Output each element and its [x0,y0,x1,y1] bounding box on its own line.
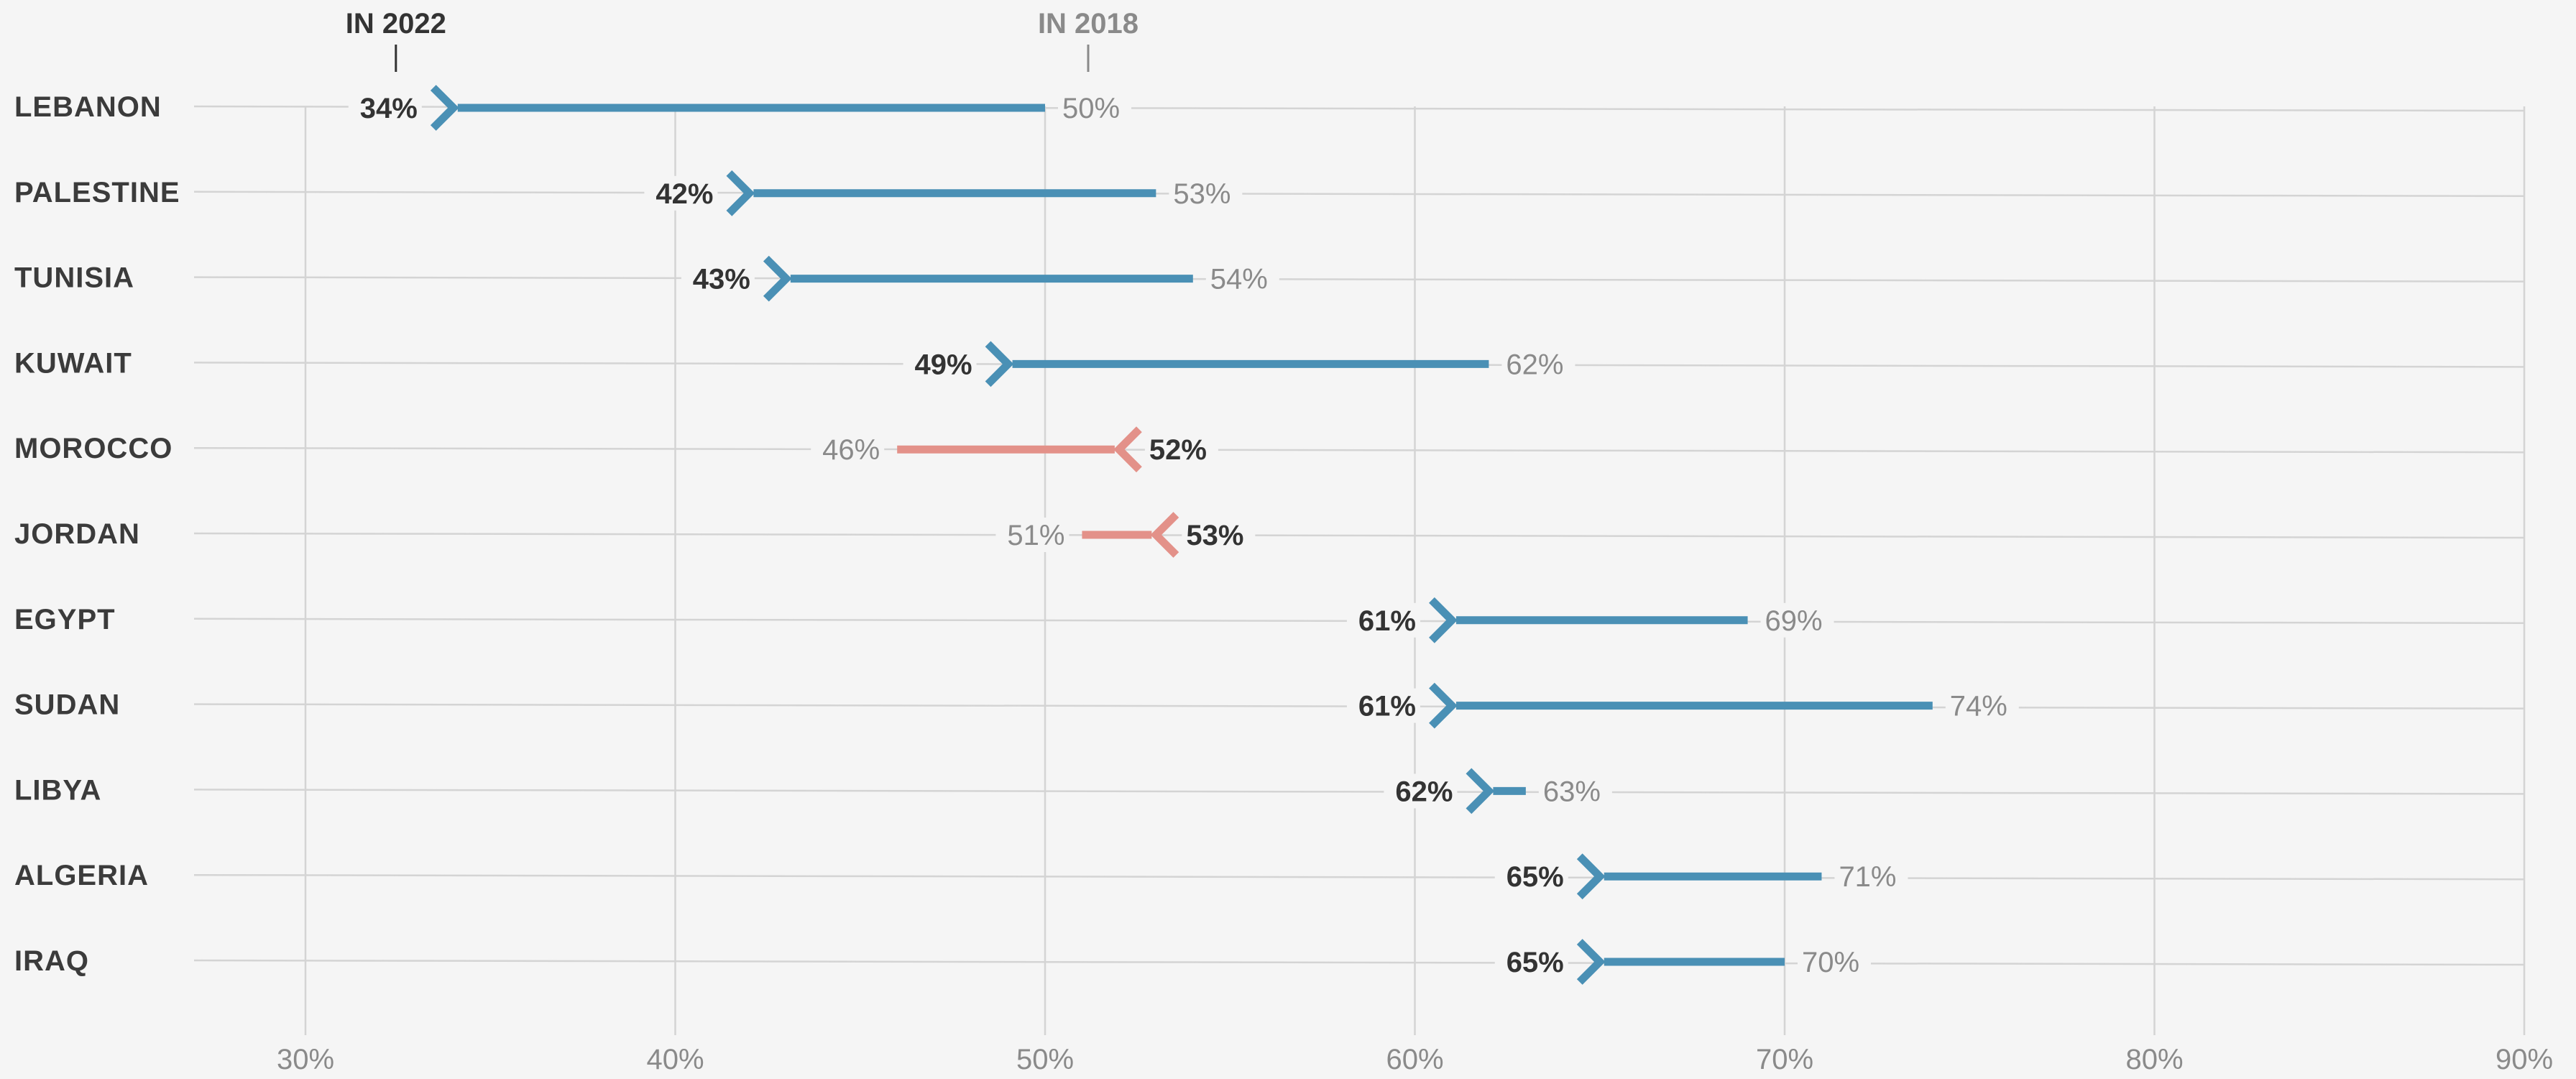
label-bg [644,175,718,211]
label-bg [1538,773,1612,809]
value-2018-label: 51% [1007,520,1064,551]
arrow-head [763,255,792,302]
arrow-head [726,170,755,216]
label-bg [1501,346,1576,382]
value-2018-label: 69% [1765,605,1823,637]
grid-layer [304,106,2526,1035]
label-bg [1384,773,1458,809]
country-label: EGYPT [14,604,116,635]
arrow-head [1429,682,1458,729]
arrow-head [430,85,459,131]
row-lebanon: LEBANON 50% 34% [14,85,2525,131]
label-bg [1494,945,1568,979]
value-2022-label: 52% [1149,434,1207,466]
country-label: TUNISIA [14,262,134,294]
row-libya: LIBYA 63% 62% [14,768,2525,814]
country-label: ALGERIA [14,860,149,891]
value-2018-label: 54% [1210,264,1268,295]
row-guide-line [193,446,2525,454]
label-bg [1058,91,1131,125]
x-axis: 30% 40% 50% 60% 70% 80% 90% [277,1044,2553,1075]
arrow-head [1576,939,1606,985]
arrow-head [1150,512,1179,558]
row-sudan: SUDAN 74% 61% [14,682,2525,729]
country-label: MOROCCO [14,433,172,464]
value-2018-label: 70% [1802,947,1859,978]
label-bg [811,432,885,467]
value-2018-label: 71% [1839,861,1896,893]
label-bg [903,346,977,382]
legend-2018-label: IN 2018 [1038,8,1138,40]
value-2022-label: 65% [1506,947,1564,978]
label-bg [348,91,422,125]
label-bg [1760,602,1834,638]
value-2022-label: 61% [1358,691,1416,722]
row-morocco: MOROCCO 46% 52% [14,426,2525,473]
arrow-head [1466,768,1495,814]
label-bg [1798,945,1871,979]
row-guide-line [193,873,2525,881]
x-tick-label: 70% [1756,1044,1813,1075]
row-egypt: EGYPT 69% 61% [14,597,2525,643]
label-bg [1169,175,1243,211]
country-label: KUWAIT [14,347,132,379]
row-iraq: IRAQ 70% 65% [14,939,2525,985]
x-tick-label: 30% [277,1044,334,1075]
label-bg [1834,859,1908,894]
x-tick-label: 90% [2496,1044,2553,1075]
value-2022-label: 42% [656,178,713,210]
country-label: SUDAN [14,689,120,721]
row-guide-line [193,789,2525,795]
row-guide-line [193,276,2525,283]
label-bg [1945,688,2019,723]
country-label: JORDAN [14,518,140,550]
label-bg [1144,432,1218,467]
value-2022-label: 34% [360,93,418,124]
value-2022-label: 43% [693,264,750,295]
x-tick-label: 60% [1386,1044,1443,1075]
label-bg [1346,602,1420,638]
x-tick-label: 80% [2125,1044,2183,1075]
legend-2022-label: IN 2022 [346,8,446,40]
value-2018-label: 63% [1543,776,1601,807]
row-palestine: PALESTINE 53% 42% [14,170,2525,216]
value-2022-label: 62% [1395,776,1453,807]
rows-layer: LEBANON 50% 34% PALESTINE 53% 42% TUNISIA 54% 43… [14,85,2525,985]
row-jordan: JORDAN 51% 53% [14,512,2525,558]
row-guide-line [193,532,2525,539]
x-tick-label: 50% [1016,1044,1074,1075]
label-bg [681,261,755,296]
arrow-head [1113,426,1142,473]
arrow-head [1576,853,1606,900]
value-2022-label: 61% [1358,605,1416,637]
row-guide-line [193,959,2525,966]
label-bg [1494,859,1568,894]
label-bg [1205,261,1279,296]
label-bg [1346,688,1420,723]
value-2018-label: 50% [1062,93,1120,124]
arrow-head [985,341,1014,387]
row-kuwait: KUWAIT 62% 49% [14,341,2525,387]
value-2018-label: 53% [1173,178,1230,210]
legend: IN 2022 IN 2018 [346,8,1138,72]
row-guide-line [193,190,2525,198]
value-2018-label: 46% [822,434,880,466]
country-label: LEBANON [14,91,162,123]
country-label: IRAQ [14,945,89,977]
row-tunisia: TUNISIA 54% 43% [14,255,2525,302]
label-bg [1182,518,1256,552]
arrow-head [1429,597,1458,643]
row-algeria: ALGERIA 71% 65% [14,853,2525,900]
country-label: LIBYA [14,774,101,806]
label-bg [995,518,1070,552]
value-2022-label: 53% [1186,520,1243,551]
value-2022-label: 65% [1506,861,1564,893]
x-tick-label: 40% [646,1044,704,1075]
value-2022-label: 49% [914,349,972,380]
value-2018-label: 62% [1506,349,1563,380]
country-label: PALESTINE [14,177,180,208]
value-2018-label: 74% [1950,691,2007,722]
